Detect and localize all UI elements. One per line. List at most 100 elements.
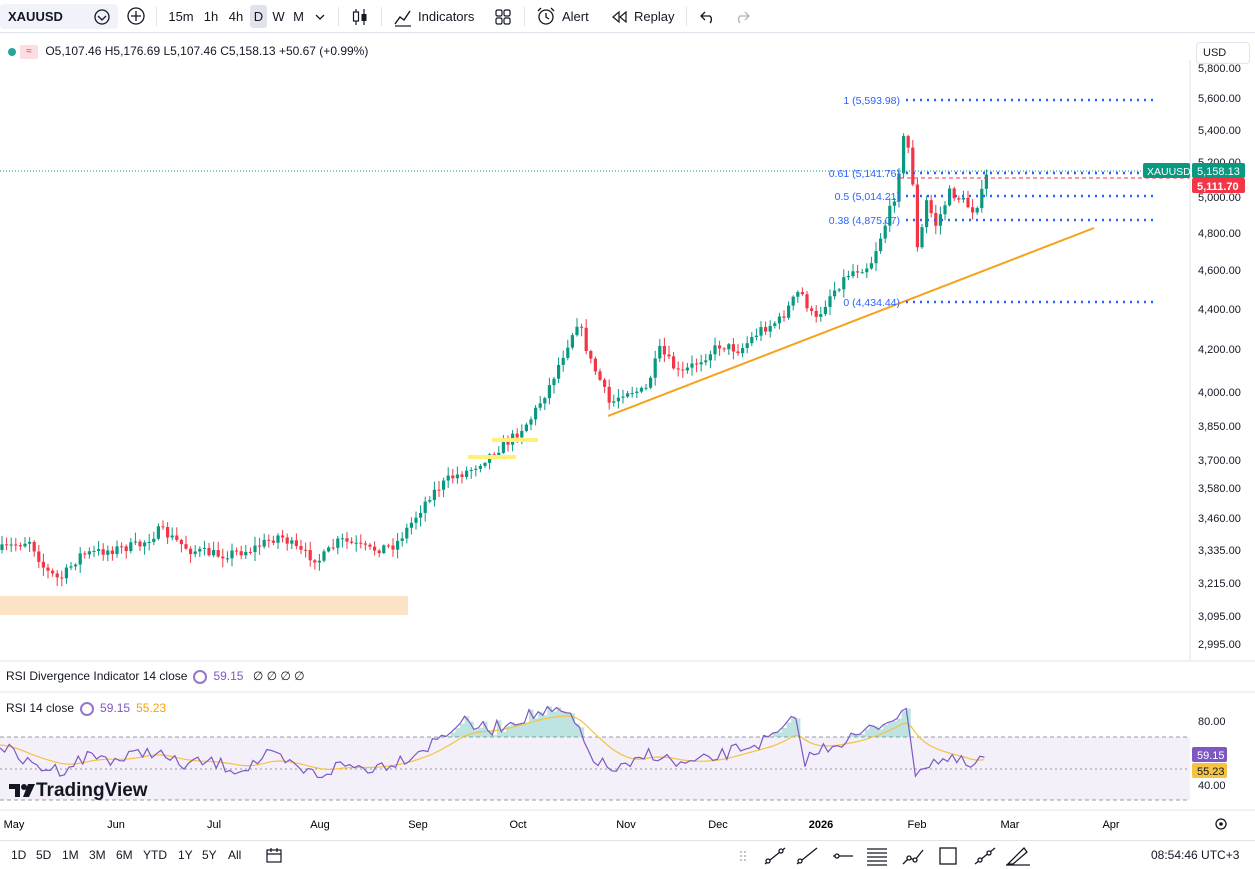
watchlist-icon[interactable] — [93, 8, 111, 26]
candle-body — [414, 517, 418, 523]
wave-icon[interactable]: ≈ — [20, 44, 38, 59]
time-tick: May — [4, 819, 25, 831]
candle-body — [368, 544, 372, 547]
time-tick: Jun — [107, 819, 125, 831]
range-all[interactable]: All — [228, 848, 242, 862]
candle-body — [382, 545, 386, 554]
interval-4h[interactable]: 4h — [228, 9, 244, 24]
rsi-pane[interactable]: 80.00 40.00 59.15 55.23 — [0, 705, 1227, 801]
calendar-icon[interactable] — [264, 846, 284, 866]
drawing-tools[interactable] — [735, 844, 1035, 868]
candle-body — [78, 553, 82, 565]
settings-loop-icon[interactable] — [193, 669, 208, 684]
candle-body — [331, 547, 335, 549]
rsi-tag-value: 59.15 — [1197, 750, 1225, 762]
rsi-ma-tag — [1192, 763, 1227, 778]
candle-body — [327, 547, 331, 552]
range-3m[interactable]: 3M — [89, 848, 106, 862]
price-tick: 5,800.00 — [1198, 63, 1241, 75]
range-5d[interactable]: 5D — [36, 848, 52, 862]
rsi-divergence-title[interactable]: RSI Divergence Indicator 14 close 59.15 ∅… — [6, 669, 305, 684]
range-ytd[interactable]: YTD — [143, 848, 167, 862]
candle-body — [64, 567, 68, 579]
price-axis[interactable]: 5,800.00 5,600.00 5,400.00 5,200.00 5,00… — [1143, 60, 1245, 660]
time-tick: Nov — [616, 819, 636, 831]
interval-d[interactable]: D — [250, 5, 267, 28]
layout-grid-icon[interactable] — [493, 7, 513, 27]
time-axis[interactable]: May Jun Jul Aug Sep Oct Nov Dec 2026 Feb… — [4, 818, 1227, 831]
candle-body — [911, 147, 915, 185]
symbol-tag-label: XAUUSD — [1147, 166, 1191, 178]
candle-body — [892, 201, 896, 206]
replay-button[interactable]: Replay — [634, 9, 675, 24]
candle-body — [212, 550, 216, 556]
clock[interactable]: 08:54:46 UTC+3 — [1151, 848, 1240, 862]
candle-body — [906, 136, 910, 148]
candle-body — [161, 526, 165, 528]
rsi-div-label: RSI Divergence Indicator 14 close — [6, 669, 188, 683]
candle-body — [281, 535, 285, 538]
time-tick: Jul — [207, 819, 221, 831]
candles-chart-type-icon[interactable] — [349, 6, 371, 28]
currency-selector[interactable]: USD — [1196, 42, 1250, 64]
range-1d[interactable]: 1D — [11, 848, 27, 862]
legend-high: H5,176.69 — [104, 44, 161, 58]
alarm-clock-icon[interactable] — [535, 5, 557, 27]
symbol-search[interactable]: XAUUSD — [0, 4, 118, 29]
indicators-icon[interactable] — [392, 6, 414, 28]
compare-add-icon[interactable] — [126, 6, 146, 26]
candle-body — [612, 401, 616, 403]
candle-body — [129, 542, 133, 552]
candle-body — [520, 430, 524, 438]
candle-body — [0, 544, 4, 550]
alert-button[interactable]: Alert — [562, 9, 589, 24]
range-1m[interactable]: 1M — [62, 848, 79, 862]
candle-body — [230, 550, 234, 559]
candle-body — [28, 541, 32, 544]
rsi-title[interactable]: RSI 14 close 59.15 55.23 — [6, 701, 166, 716]
candle-body — [198, 548, 202, 552]
divider — [338, 7, 339, 26]
indicators-button[interactable]: Indicators — [418, 9, 475, 24]
range-5y[interactable]: 5Y — [202, 848, 217, 862]
interval-1h[interactable]: 1h — [203, 9, 219, 24]
fib-label-05: 0.5 (5,014.21) — [835, 191, 900, 203]
price-chart[interactable]: 1 (5,593.98) 0.61 (5,141.76) 0.5 (5,014.… — [0, 60, 1255, 840]
price-tick: 5,000.00 — [1198, 192, 1241, 204]
candle-body — [405, 527, 409, 539]
interval-w[interactable]: W — [272, 9, 285, 24]
tradingview-logo[interactable]: TradingView — [8, 780, 148, 802]
price-tick: 4,000.00 — [1198, 387, 1241, 399]
interval-m[interactable]: M — [293, 9, 304, 24]
replay-rewind-icon[interactable] — [609, 7, 629, 27]
candle-body — [110, 550, 114, 554]
candle-body — [170, 535, 174, 538]
trend-line[interactable] — [607, 227, 1095, 417]
candle-body — [143, 542, 147, 547]
fib-retracement[interactable]: 1 (5,593.98) 0.61 (5,141.76) 0.5 (5,014.… — [829, 95, 1154, 309]
candle-body — [120, 546, 124, 548]
candle-body — [653, 358, 657, 378]
candle-body — [258, 545, 262, 547]
settings-gear-icon[interactable] — [1215, 818, 1227, 830]
range-1y[interactable]: 1Y — [178, 848, 193, 862]
range-6m[interactable]: 6M — [116, 848, 133, 862]
candle-body — [534, 407, 538, 420]
interval-15m[interactable]: 15m — [168, 9, 194, 24]
chevron-down-icon[interactable] — [313, 10, 327, 24]
settings-loop-icon[interactable] — [80, 701, 95, 716]
candle-body — [152, 538, 156, 542]
tv-logo-icon — [9, 784, 35, 797]
candle-body — [373, 546, 377, 551]
redo-icon[interactable] — [732, 7, 752, 27]
candle-body — [87, 551, 91, 555]
candle-body — [506, 441, 510, 445]
candle-body — [423, 501, 427, 513]
candle-body — [837, 289, 841, 291]
undo-icon[interactable] — [698, 7, 718, 27]
candle-body — [9, 544, 13, 546]
candle-body — [14, 544, 18, 546]
candle-body — [221, 556, 225, 559]
candle-body — [442, 480, 446, 490]
symbol-price-tag — [1143, 163, 1190, 178]
